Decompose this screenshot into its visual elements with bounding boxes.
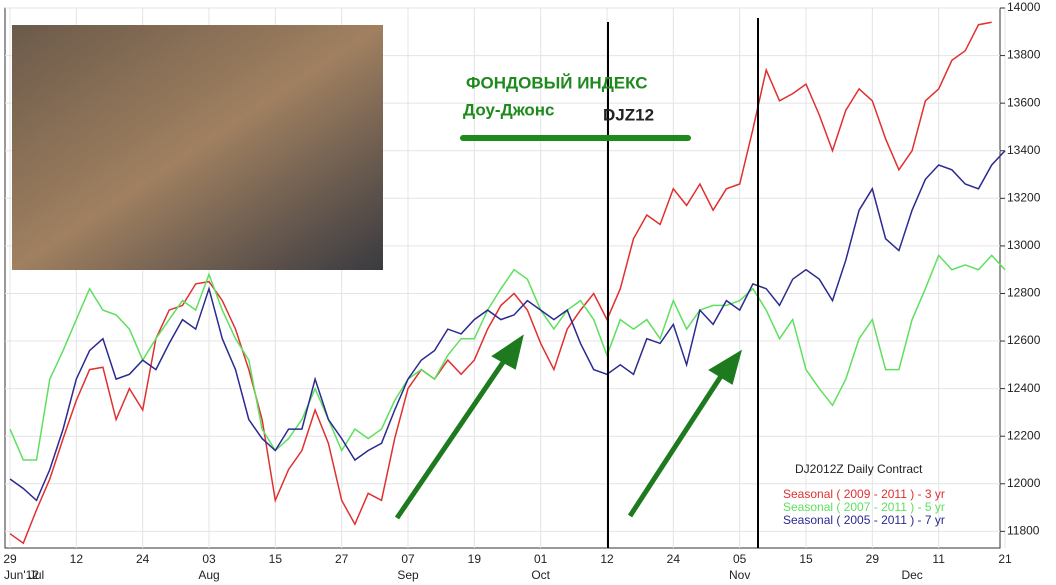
x-tick-label: 03	[202, 552, 216, 566]
y-tick-label: 12600	[1007, 333, 1041, 347]
x-tick-label: 15	[269, 552, 283, 566]
x-tick-label: 07	[401, 552, 415, 566]
x-tick-label: 15	[799, 552, 813, 566]
series-line	[9, 21, 992, 545]
month-label: Oct	[531, 568, 550, 582]
y-tick-label: 12000	[1007, 476, 1041, 490]
legend-entry: Seasonal ( 2005 - 2011 ) - 7 yr	[783, 513, 945, 527]
x-tick-label: 24	[136, 552, 150, 566]
x-tick-label: 11	[932, 552, 945, 566]
y-tick-label: 13800	[1007, 48, 1041, 62]
month-label: Jul	[29, 568, 44, 582]
legend-entry: Seasonal ( 2007 - 2011 ) - 5 yr	[783, 500, 945, 514]
month-label: Jun'12	[4, 568, 39, 582]
series-line	[9, 254, 1006, 461]
x-tick-label: 24	[667, 552, 681, 566]
y-tick-label: 13400	[1007, 143, 1041, 157]
month-label: Aug	[198, 568, 219, 582]
legend-title: DJ2012Z Daily Contract	[795, 462, 923, 476]
series-line	[9, 150, 1006, 502]
month-label: Sep	[397, 568, 419, 582]
title: ФОНДОВЫЙ ИНДЕКС	[466, 73, 648, 92]
photo	[12, 25, 383, 270]
y-tick-label: 14000	[1007, 0, 1041, 14]
y-tick-label: 12400	[1007, 381, 1041, 395]
x-tick-label: 27	[335, 552, 349, 566]
x-tick-label: 12	[70, 552, 84, 566]
x-tick-label: 12	[600, 552, 614, 566]
arrows	[394, 334, 743, 520]
month-label: Nov	[729, 568, 750, 582]
month-label: Dec	[901, 568, 922, 582]
x-tick-label: 29	[866, 552, 880, 566]
subtitle: Доу-Джонс	[463, 100, 554, 119]
x-tick-label: 21	[998, 552, 1012, 566]
x-tick-label: 01	[534, 552, 548, 566]
x-tick-label: 05	[733, 552, 747, 566]
annotation: DJZ12	[603, 105, 654, 124]
y-tick-label: 13200	[1007, 190, 1041, 204]
x-tick-label: 29	[3, 552, 17, 566]
y-tick-label: 13000	[1007, 238, 1041, 252]
y-tick-label: 12200	[1007, 428, 1041, 442]
x-tick-label: 19	[468, 552, 482, 566]
legend-entry: Seasonal ( 2009 - 2011 ) - 3 yr	[783, 487, 945, 501]
y-tick-label: 11800	[1007, 524, 1040, 538]
y-tick-label: 12800	[1007, 286, 1041, 300]
y-tick-label: 13600	[1007, 95, 1041, 109]
